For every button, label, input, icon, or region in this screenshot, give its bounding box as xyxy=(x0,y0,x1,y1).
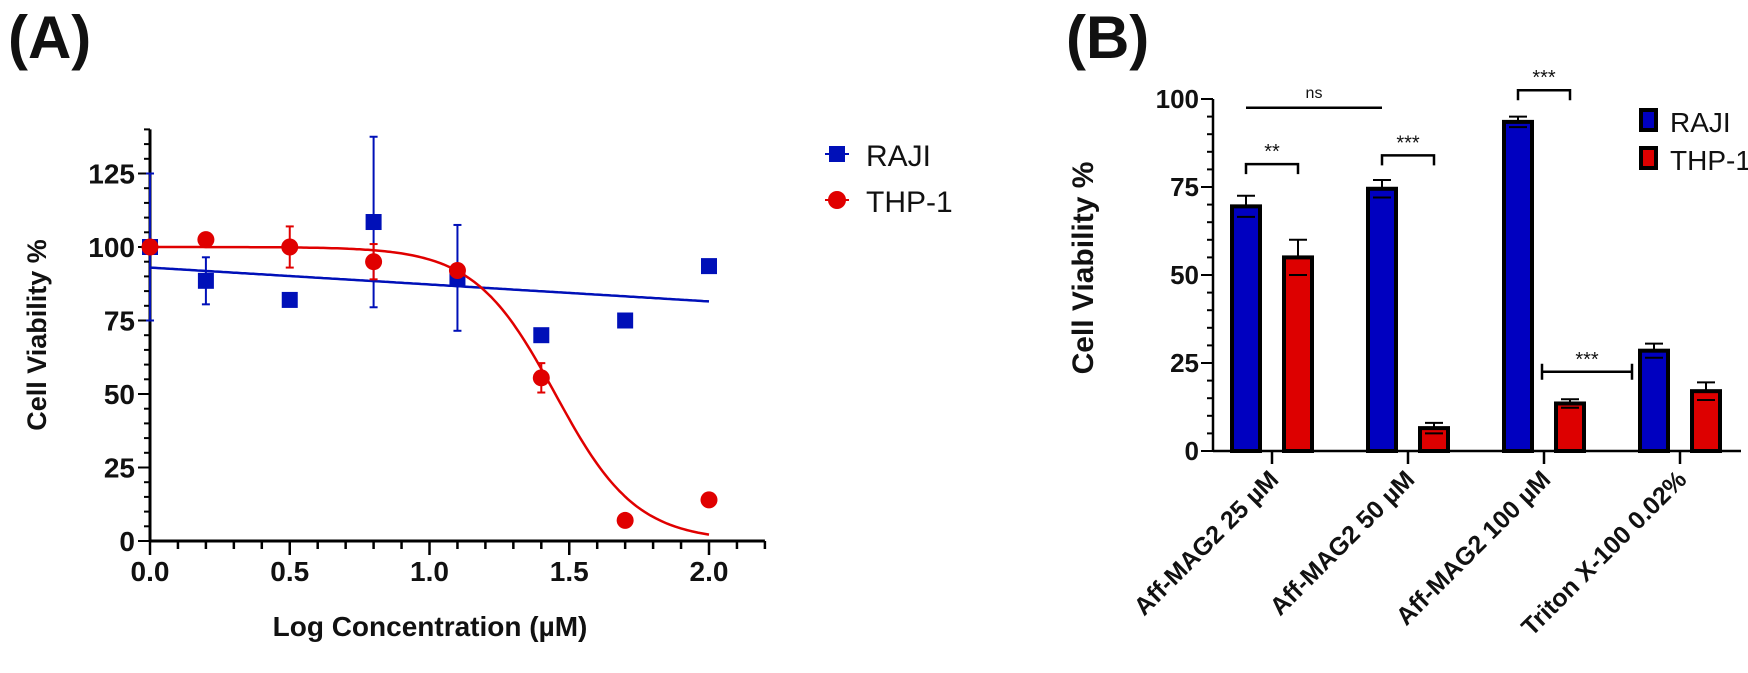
b-y-tick-label: 100 xyxy=(1156,84,1199,114)
b-significance-label: *** xyxy=(1396,132,1420,154)
a-legend-thp1: THP-1 xyxy=(866,186,953,219)
b-y-tick-label: 0 xyxy=(1185,436,1199,466)
a-legend: RAJI THP-1 xyxy=(825,140,953,219)
a-x-tick-label: 1.5 xyxy=(550,556,589,587)
b-bar-raji xyxy=(1502,119,1534,453)
b-x-tick-label: Aff-MAG2 50 µM xyxy=(1265,465,1421,621)
a-point-raji xyxy=(365,214,382,231)
a-point-thp1 xyxy=(141,238,159,256)
b-bar-raji xyxy=(1638,348,1670,453)
panel-b-label: (B) xyxy=(1066,4,1149,71)
legend-raji-swatch xyxy=(1639,108,1658,132)
a-y-tick-label: 75 xyxy=(104,306,135,337)
b-legend-raji: RAJI xyxy=(1670,107,1731,138)
legend-thp1-swatch xyxy=(1639,146,1658,170)
a-x-tick-label: 1.0 xyxy=(410,556,449,587)
b-significance-label: *** xyxy=(1532,67,1556,89)
a-y-axis-label: Cell Viability % xyxy=(22,239,52,431)
a-point-raji xyxy=(197,272,214,289)
a-point-raji xyxy=(701,258,717,275)
b-y-tick-label: 50 xyxy=(1170,260,1199,290)
legend-square-icon xyxy=(829,146,845,162)
b-significance-bracket xyxy=(1380,154,1436,166)
b-legend: RAJI THP-1 xyxy=(1639,107,1748,176)
a-point-thp1 xyxy=(197,231,215,249)
b-significance-hbar xyxy=(1540,363,1634,380)
b-significance-label: ** xyxy=(1264,141,1280,163)
b-y-tick-label: 25 xyxy=(1170,348,1199,378)
a-point-raji xyxy=(281,291,298,308)
a-point-thp1 xyxy=(448,262,466,280)
a-fit-curve-thp-1 xyxy=(150,245,710,536)
b-significance-bracket xyxy=(1244,162,1300,175)
a-fit-curve-raji xyxy=(149,266,710,303)
a-x-tick-label: 0.0 xyxy=(131,556,170,587)
panel-a-label: (A) xyxy=(8,4,91,71)
a-point-thp1 xyxy=(532,369,550,387)
b-bar-thp-1 xyxy=(1554,401,1586,454)
a-point-raji xyxy=(533,327,550,344)
a-point-thp1 xyxy=(281,238,299,256)
a-legend-raji: RAJI xyxy=(866,140,931,173)
a-y-tick-label: 100 xyxy=(88,232,135,263)
a-y-tick-label: 0 xyxy=(119,526,135,557)
a-x-tick-label: 0.5 xyxy=(270,556,309,587)
b-significance-bracket xyxy=(1516,88,1572,101)
a-y-tick-label: 25 xyxy=(104,453,135,484)
a-point-raji xyxy=(617,312,634,329)
a-x-tick-label: 2.0 xyxy=(690,556,729,587)
b-legend-thp1: THP-1 xyxy=(1670,145,1748,176)
b-bar-raji xyxy=(1230,204,1262,453)
b-x-tick-label: Aff-MAG2 25 µM xyxy=(1129,465,1285,621)
legend-circle-icon xyxy=(828,191,846,209)
panel-b-chart: Cell Viability % RAJI THP-1 0 25 50 75 100 Af… xyxy=(1067,67,1748,641)
a-y-tick-label: 50 xyxy=(104,379,135,410)
b-bar-thp-1 xyxy=(1282,255,1314,453)
a-point-thp1 xyxy=(700,491,718,509)
a-point-thp1 xyxy=(365,253,383,271)
b-y-tick-label: 75 xyxy=(1170,172,1199,202)
b-bar-thp-1 xyxy=(1418,426,1450,453)
b-significance-label: ns xyxy=(1306,85,1323,102)
a-x-axis-label: Log Concentration (µM) xyxy=(273,611,588,642)
panel-a-chart: Cell Viability % Log Concentration (µM) … xyxy=(22,128,953,642)
b-significance-label: *** xyxy=(1575,349,1599,371)
a-y-tick-label: 125 xyxy=(88,159,135,190)
a-point-thp1 xyxy=(616,511,634,529)
b-bar-raji xyxy=(1366,186,1398,453)
b-bar-thp-1 xyxy=(1690,389,1722,454)
b-y-axis-label: Cell Viability % xyxy=(1067,162,1100,375)
